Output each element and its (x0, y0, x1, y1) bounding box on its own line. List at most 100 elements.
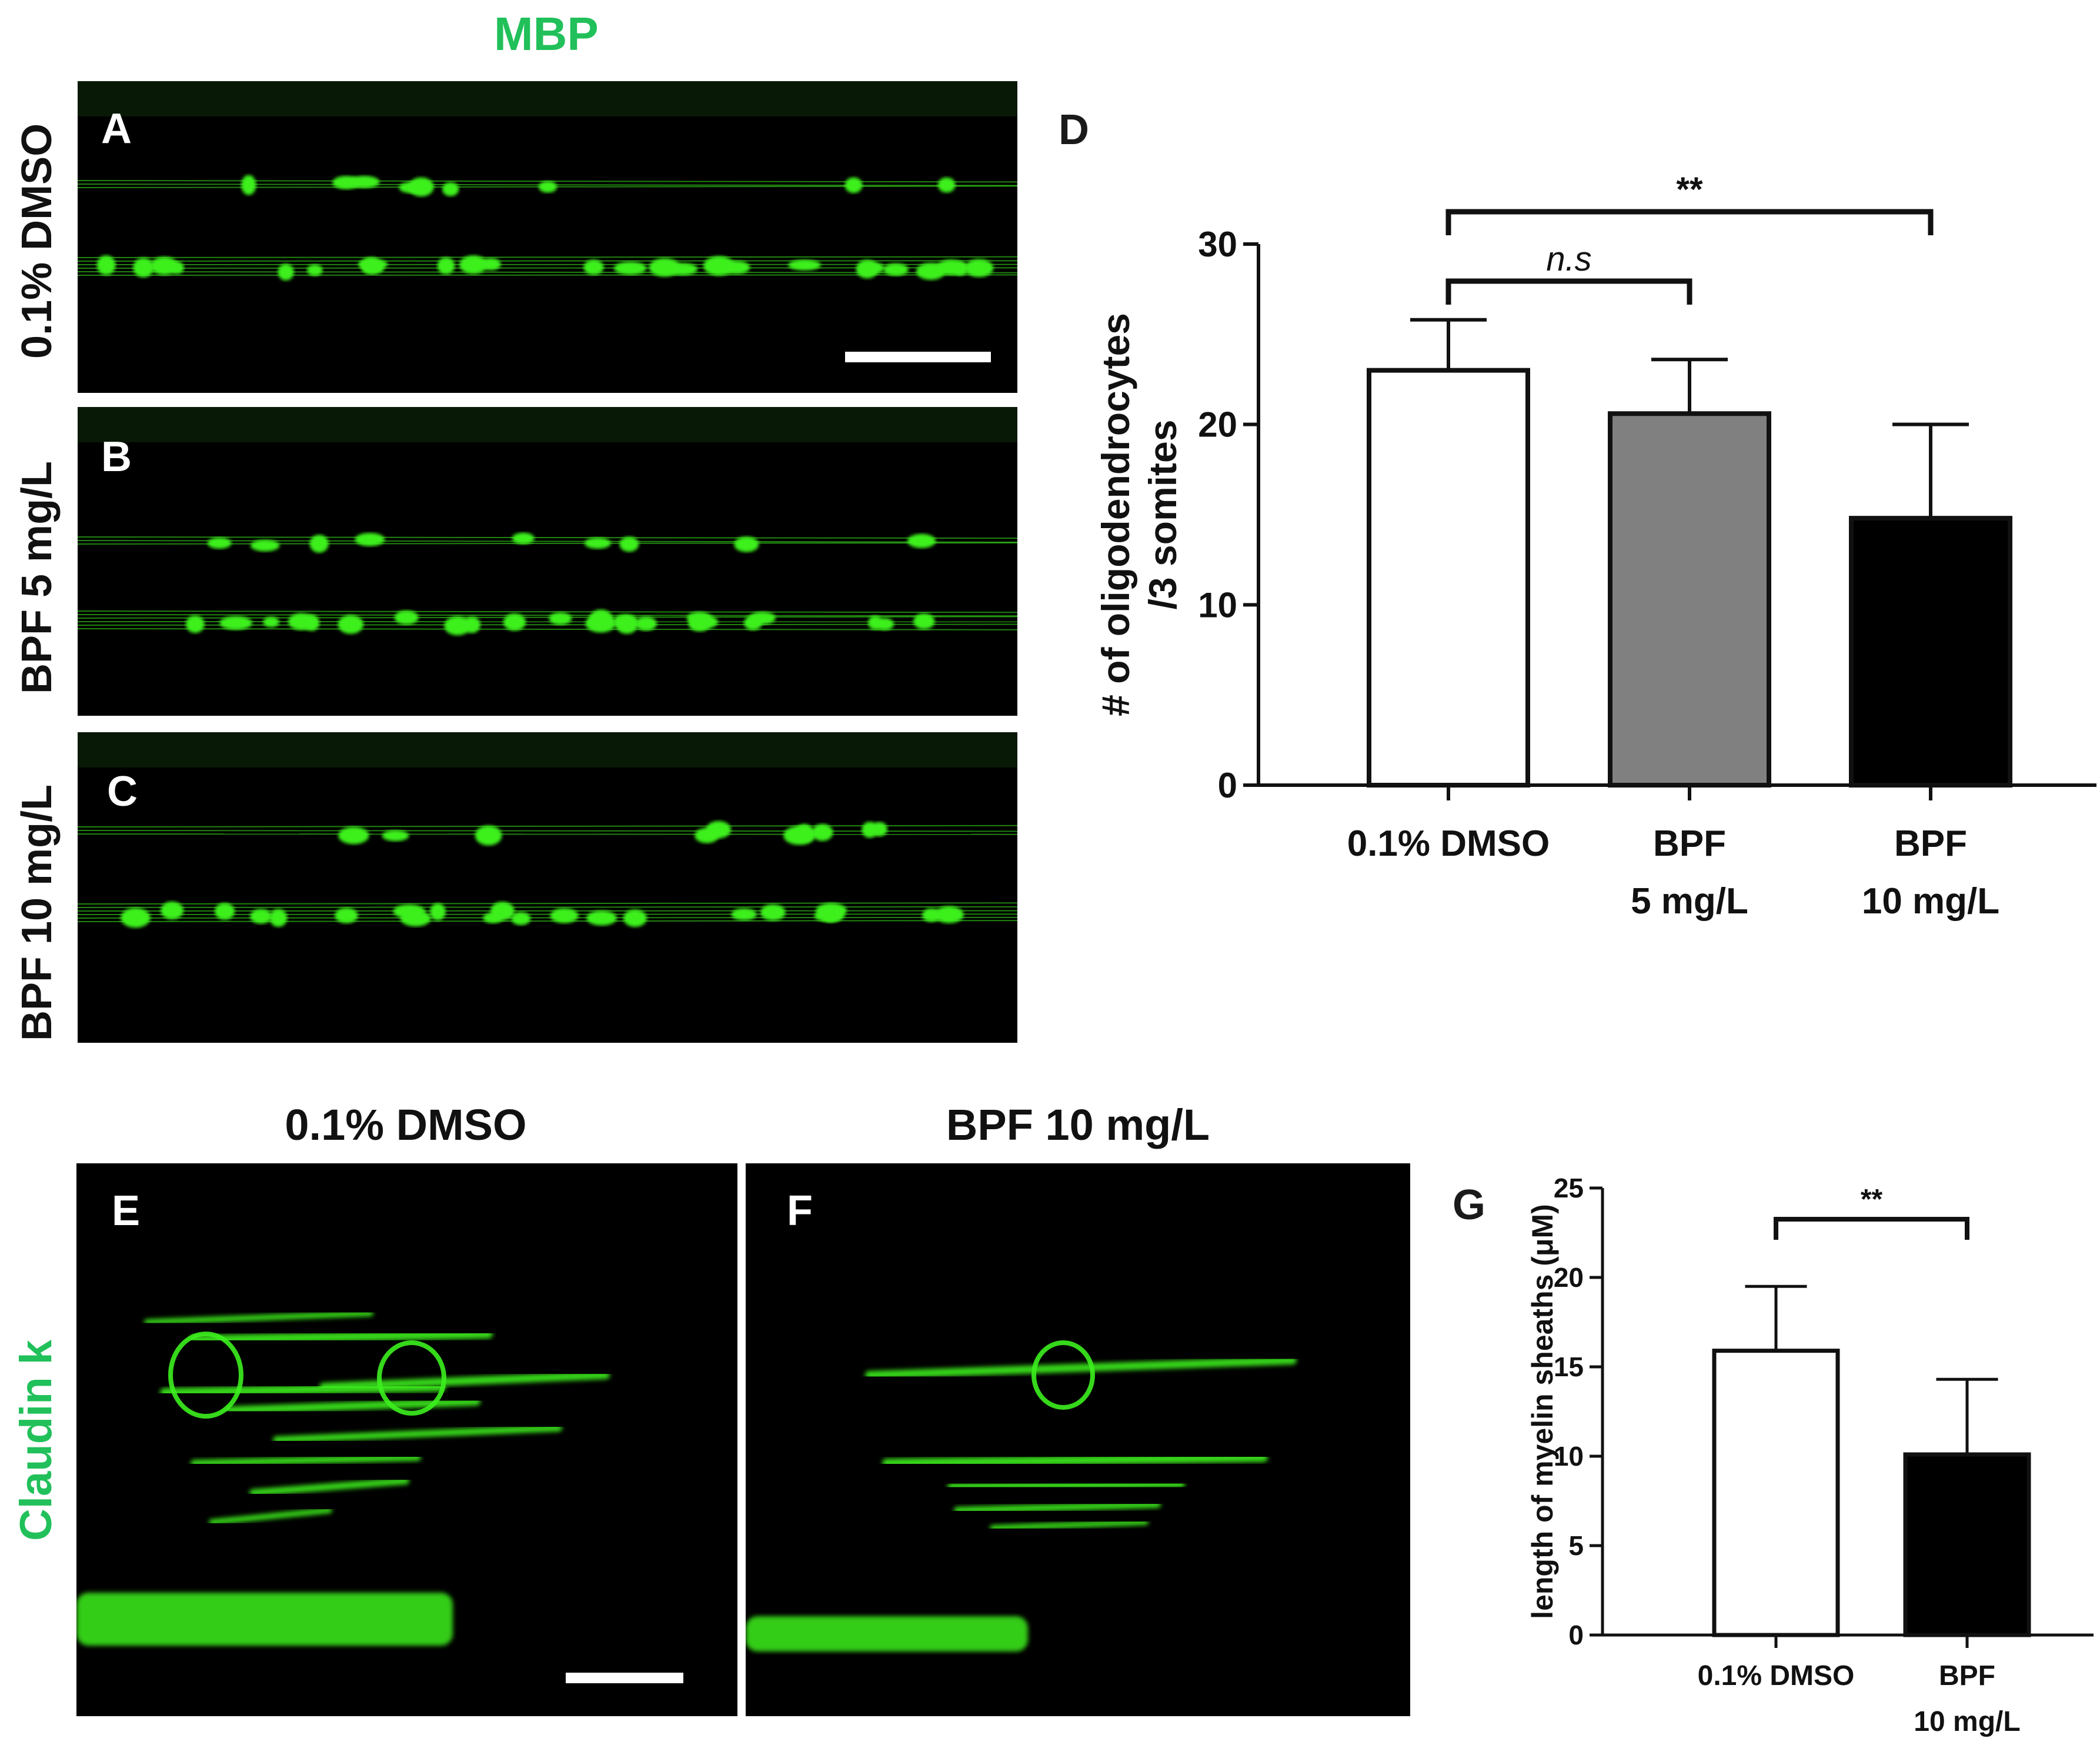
oligodendrocyte-cell (844, 177, 863, 193)
oligodendrocyte-cell (619, 536, 639, 552)
bar (1712, 1349, 1840, 1637)
cell-body (377, 1340, 446, 1416)
oligodendrocyte-cell (207, 537, 232, 549)
y-tick-label: 20 (1198, 405, 1237, 445)
oligodendrocyte-cell (250, 909, 272, 924)
x-tick-label: BPF (1939, 1660, 1995, 1691)
micrograph-a-image (78, 81, 1017, 281)
micrograph-f-image (746, 1340, 1297, 1651)
oligodendrocyte-cell (481, 258, 501, 271)
significance-bracket (1445, 209, 1934, 235)
micrograph-e-image (76, 1310, 610, 1646)
oligodendrocyte-cell (788, 259, 821, 271)
panel-letter-e: E (112, 1187, 141, 1234)
oligodendrocyte-cell (706, 820, 732, 839)
oligodendrocyte-cell (459, 255, 488, 274)
myelin-sheath (249, 1477, 409, 1496)
significance-label: n.s (1546, 240, 1591, 278)
oligodendrocyte-cell (338, 615, 364, 634)
panel-letter-g: G (1453, 1182, 1486, 1229)
oligodendrocyte-cell (309, 535, 329, 553)
oligodendrocyte-cell (349, 175, 380, 188)
x-tick-label: 10 mg/L (1914, 1706, 2020, 1737)
oligodendrocyte-cell (812, 823, 833, 841)
oligodendrocyte-cell (463, 616, 481, 633)
oligodendrocyte-cell (251, 539, 280, 552)
myelin-fiber (78, 920, 1017, 922)
oligodendrocyte-cell (734, 536, 759, 552)
cell-body (168, 1332, 243, 1419)
myelin-fiber (78, 536, 1017, 539)
oligodendrocyte-cell (393, 904, 425, 919)
oligodendrocyte-cell (475, 825, 502, 846)
bar (1608, 411, 1771, 788)
oligodendrocyte-cell (731, 908, 757, 920)
oligodendrocyte-cell (430, 903, 446, 921)
oligodendrocyte-cell (185, 615, 205, 633)
oligodendrocyte-cell (382, 830, 409, 842)
y-tick-label: 0 (1218, 766, 1237, 805)
oligodendrocyte-cell (503, 613, 526, 631)
oligodendrocyte-cell (161, 901, 184, 920)
myelin-sheath (191, 1454, 421, 1467)
x-tick-label: 0.1% DMSO (1698, 1660, 1855, 1691)
myelin-fiber (78, 916, 1017, 919)
bar (1849, 516, 2012, 788)
panel-letter-b: B (101, 433, 132, 481)
micrograph-b: B (78, 407, 1017, 716)
oligodendrocyte-cell (437, 257, 455, 275)
oligodendrocyte-cell (444, 616, 471, 636)
oligodendrocyte-cell (589, 609, 613, 629)
oligodendrocyte-cell (723, 261, 750, 274)
micrograph-b-image (78, 407, 1017, 636)
myelin-sheath (319, 1371, 610, 1391)
myelin-fiber (78, 540, 1017, 543)
myelin-sheath (947, 1480, 1185, 1491)
oligodendrocyte-cell (306, 264, 323, 276)
oligodendrocyte-cell (937, 177, 956, 193)
row-label-a: 0.1% DMSO (14, 123, 61, 359)
oligodendrocyte-cell (263, 616, 279, 628)
oligodendrocyte-cell (511, 912, 531, 926)
oligodendrocyte-cell (278, 263, 294, 281)
oligodendrocyte-cell (856, 259, 879, 279)
scale-bar-claudin (566, 1673, 683, 1683)
oligodendrocyte-cell (907, 533, 936, 548)
oligodendrocyte-cell (688, 617, 711, 632)
bar (1367, 368, 1530, 788)
oligodendrocyte-cell (96, 255, 116, 275)
myelin-sheath (209, 1507, 332, 1525)
myelin-fiber (78, 610, 1017, 613)
mbp-title: MBP (494, 8, 599, 60)
micrograph-a: A (78, 81, 1017, 393)
significance-bracket (1774, 1217, 1969, 1240)
oligodendrocyte-cell (121, 907, 151, 928)
axon-bundle (746, 1616, 1028, 1651)
myelin-sheath (189, 1329, 493, 1344)
oligodendrocyte-cell (355, 532, 385, 546)
y-axis-label: length of myelin sheaths (μM) (1526, 1204, 1559, 1619)
y-tick-label: 20 (1554, 1262, 1584, 1293)
oligodendrocyte-cell (934, 906, 964, 923)
oligodendrocyte-cell (883, 263, 909, 276)
myelin-sheath (865, 1356, 1297, 1379)
significance-label: ** (1676, 171, 1703, 209)
oligodendrocyte-cell (358, 259, 388, 270)
y-tick-label: 10 (1554, 1441, 1584, 1472)
oligodendrocyte-cell (269, 909, 288, 927)
oligodendrocyte-cell (133, 258, 154, 278)
significance-bracket (1445, 278, 1692, 305)
oligodendrocyte-cell (964, 259, 994, 278)
chart-d: 0 10 20 30 # of oligodendrocytes/3 somites 0.… (1094, 171, 2096, 922)
oligodendrocyte-cell (614, 261, 647, 275)
oligodendrocyte-cell (335, 907, 358, 923)
myelin-fiber (78, 902, 1017, 905)
claudin-title: Claudin k (11, 1339, 61, 1541)
oligodendrocyte-cell (549, 612, 572, 625)
bar (1903, 1452, 2031, 1637)
oligodendrocyte-cell (783, 826, 816, 845)
oligodendrocyte-cell (215, 903, 235, 920)
oligodendrocyte-cell (490, 902, 515, 920)
myelin-sheath (954, 1501, 1161, 1514)
oligodendrocyte-cell (241, 175, 256, 195)
